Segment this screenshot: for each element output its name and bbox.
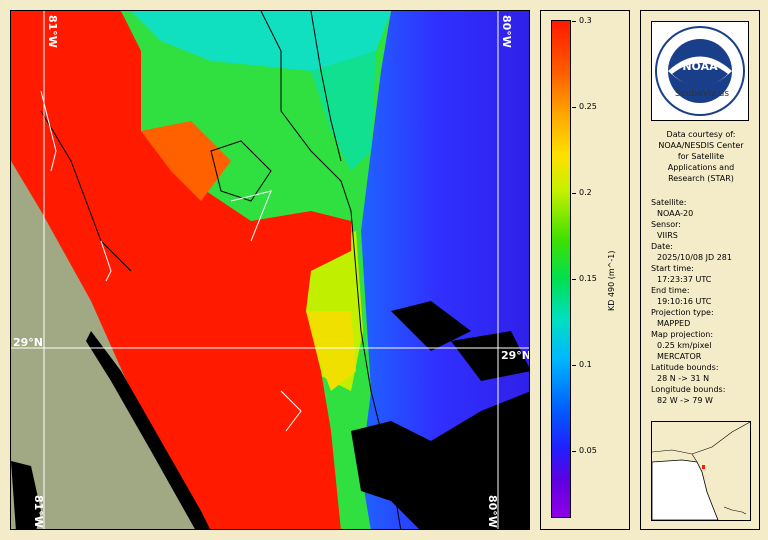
metadata-list: Satellite: NOAA-20 Sensor: VIIRS Date: 2…	[651, 197, 732, 406]
colorbar-tick-label: 0.2	[579, 188, 592, 197]
sensor-label: Sensor:	[651, 220, 681, 229]
lon-label-bottom-left: 81°W	[32, 495, 45, 528]
data-credit: Data courtesy of: NOAA/NESDIS Center for…	[645, 129, 757, 184]
colorbar-tick-label: 0.25	[579, 102, 597, 111]
colorbar-tick	[572, 451, 576, 452]
longitude-bounds-value: 82 W -> 79 W	[657, 396, 713, 405]
credit-line: for Satellite	[677, 152, 725, 161]
colorbar-tick-label: 0.05	[579, 446, 597, 455]
satellite-map[interactable]: 29°N 29°N 81°W 80°W 81°W 80°W	[10, 10, 530, 530]
credit-line: Research (STAR)	[668, 174, 734, 183]
end-time-value: 19:10:16 UTC	[657, 297, 712, 306]
colorbar-tick-label: 0.15	[579, 274, 597, 283]
inset-locator-map	[651, 421, 751, 521]
noaa-logo-graphic: NOAA ScubaViz.us	[655, 26, 745, 116]
latitude-bounds-value: 28 N -> 31 N	[657, 374, 710, 383]
credit-line: Applications and	[667, 163, 735, 172]
map-image	[11, 11, 529, 529]
colorbar-tick	[572, 107, 576, 108]
lon-label-top-left: 81°W	[46, 15, 59, 48]
satellite-value: NOAA-20	[657, 209, 694, 218]
date-value: 2025/10/08 JD 281	[657, 253, 732, 262]
projection-type-label: Projection type:	[651, 308, 714, 317]
longitude-bounds-label: Longitude bounds:	[651, 385, 726, 394]
credit-line: NOAA/NESDIS Center	[658, 141, 744, 150]
lat-label-left: 29°N	[13, 336, 44, 349]
noaa-logo: NOAA ScubaViz.us	[651, 21, 749, 121]
date-label: Date:	[651, 242, 673, 251]
colorbar-panel: 0.3 0.25 0.2 0.15 0.1 0.05 KD 490 (m^-1)	[540, 10, 630, 530]
colorbar-tick	[572, 365, 576, 366]
colorbar-tick	[572, 21, 576, 22]
credit-line: Data courtesy of:	[666, 130, 736, 139]
start-time-value: 17:23:37 UTC	[657, 275, 712, 284]
satellite-label: Satellite:	[651, 198, 687, 207]
colorbar-title: KD 490 (m^-1)	[607, 250, 616, 311]
map-projection-value: MERCATOR	[657, 352, 702, 361]
map-projection-label: Map projection:	[651, 330, 714, 339]
colorbar-tick-label: 0.3	[579, 16, 592, 25]
end-time-label: End time:	[651, 286, 690, 295]
colorbar-tick-label: 0.1	[579, 360, 592, 369]
sensor-value: VIIRS	[657, 231, 678, 240]
logo-subtext: ScubaViz.us	[675, 89, 729, 99]
map-projection-resolution: 0.25 km/pixel	[657, 341, 712, 350]
lat-label-right: 29°N	[501, 349, 530, 362]
logo-text: NOAA	[682, 60, 718, 73]
inset-map-graphic	[652, 422, 750, 520]
colorbar	[551, 20, 571, 518]
lon-label-bottom-right: 80°W	[486, 495, 499, 528]
start-time-label: Start time:	[651, 264, 694, 273]
colorbar-tick	[572, 193, 576, 194]
lon-label-top-right: 80°W	[500, 15, 513, 48]
info-panel: NOAA ScubaViz.us Data courtesy of: NOAA/…	[640, 10, 760, 530]
colorbar-tick	[572, 279, 576, 280]
inset-region-marker	[702, 465, 705, 469]
projection-type-value: MAPPED	[657, 319, 691, 328]
latitude-bounds-label: Latitude bounds:	[651, 363, 719, 372]
